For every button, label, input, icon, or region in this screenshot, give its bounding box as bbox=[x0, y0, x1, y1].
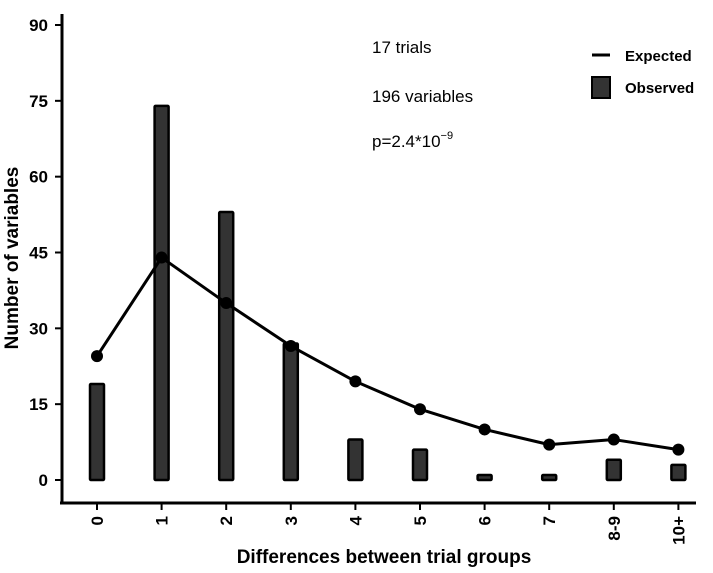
x-tick-label: 4 bbox=[346, 515, 365, 525]
x-tick-label: 6 bbox=[476, 516, 495, 525]
expected-point bbox=[607, 433, 620, 446]
x-tick-label: 10+ bbox=[669, 516, 688, 545]
y-tick-label: 0 bbox=[39, 471, 48, 490]
observed-bar bbox=[476, 473, 493, 482]
observed-bar bbox=[605, 458, 623, 482]
observed-bars bbox=[88, 104, 687, 482]
observed-bar bbox=[411, 448, 429, 482]
expected-point bbox=[91, 350, 103, 363]
pvalue-base: p=2.4*10 bbox=[372, 132, 441, 151]
expected-point bbox=[414, 403, 426, 416]
expected-point bbox=[220, 297, 233, 310]
x-tick-label: 2 bbox=[217, 516, 236, 525]
y-tick-label: 30 bbox=[29, 319, 48, 338]
x-tick-label: 0 bbox=[88, 516, 107, 525]
y-axis-ticks: 0 15 30 45 60 75 90 bbox=[29, 16, 62, 490]
x-tick-label: 7 bbox=[540, 516, 559, 525]
x-tick-label: 8-9 bbox=[605, 516, 624, 541]
legend-expected-label: Expected bbox=[625, 48, 692, 65]
expected-point bbox=[543, 438, 556, 451]
expected-point bbox=[284, 340, 297, 353]
observed-bar bbox=[217, 210, 235, 482]
observed-bar bbox=[540, 473, 558, 482]
pvalue-exponent: −9 bbox=[441, 130, 454, 142]
legend-observed-label: Observed bbox=[625, 80, 694, 97]
y-axis-title: Number of variables bbox=[2, 167, 23, 350]
observed-bar bbox=[347, 438, 364, 482]
expected-point bbox=[478, 423, 491, 436]
expected-line bbox=[91, 251, 685, 456]
x-axis-ticks: 0 1 2 3 4 5 6 7 8-9 10+ bbox=[88, 503, 688, 545]
expected-line-path bbox=[95, 256, 679, 452]
annotation-trials: 17 trials bbox=[372, 38, 432, 57]
legend: Expected Observed bbox=[591, 48, 694, 99]
y-tick-label: 60 bbox=[29, 168, 48, 187]
x-tick-label: 3 bbox=[282, 516, 301, 525]
observed-bar bbox=[282, 342, 300, 482]
y-tick-label: 45 bbox=[29, 244, 48, 263]
annotation-variables: 196 variables bbox=[372, 87, 473, 106]
expected-point bbox=[672, 443, 685, 456]
observed-bar bbox=[88, 382, 106, 482]
observed-bar bbox=[670, 463, 687, 482]
legend-observed-swatch bbox=[591, 76, 611, 99]
x-axis-title: Differences between trial groups bbox=[237, 547, 532, 568]
y-tick-label: 90 bbox=[29, 16, 48, 35]
observed-bar bbox=[153, 104, 170, 482]
expected-point bbox=[155, 251, 168, 264]
x-tick-label: 5 bbox=[411, 516, 430, 525]
annotation-pvalue: p=2.4*10−9 bbox=[372, 130, 453, 151]
expected-point bbox=[349, 375, 362, 388]
y-tick-label: 75 bbox=[29, 92, 48, 111]
y-tick-label: 15 bbox=[29, 395, 48, 414]
x-tick-label: 1 bbox=[153, 516, 172, 525]
